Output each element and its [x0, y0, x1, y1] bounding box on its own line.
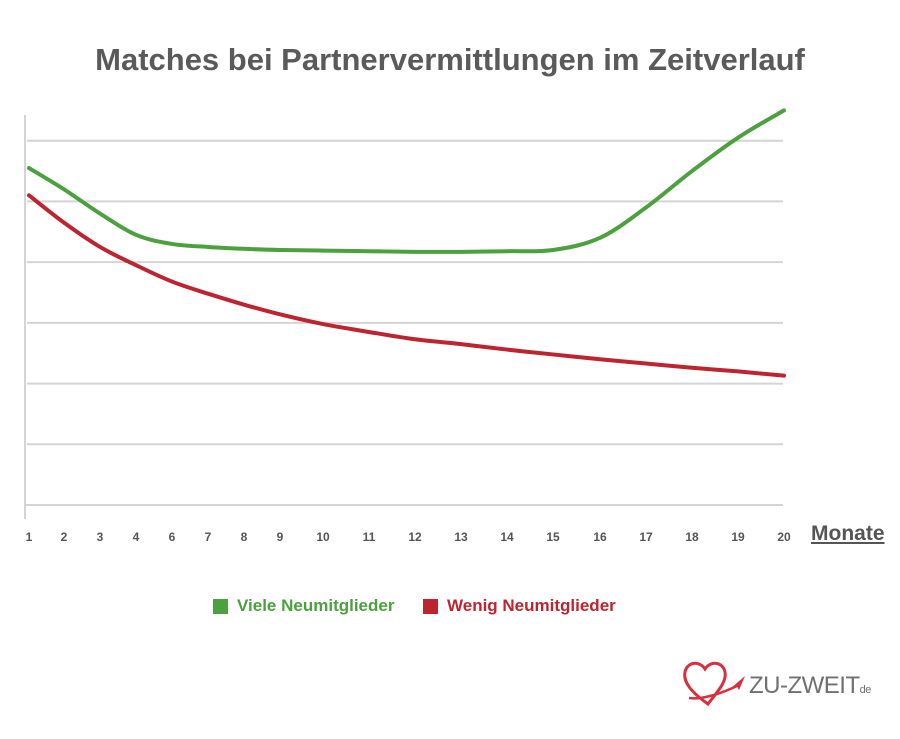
- series-lines: [27, 108, 786, 378]
- x-tick-label: 20: [777, 530, 791, 544]
- x-tick-label: 8: [241, 530, 248, 544]
- x-tick-label: 1: [26, 530, 33, 544]
- paper-plane-icon: [731, 676, 745, 690]
- axes: [24, 115, 783, 519]
- x-tick-label: 9: [277, 530, 284, 544]
- legend-item-viele: Viele Neumitglieder: [213, 596, 394, 616]
- series-line-1: [27, 193, 786, 378]
- heart-logo-icon: [683, 661, 727, 707]
- legend-label-viele: Viele Neumitglieder: [237, 596, 395, 615]
- x-tick-labels: 1 2 3 4 6 7 8 9 10 11 12 13 14 15 16 17 18 19 20: [26, 530, 791, 544]
- legend-swatch-green: [213, 598, 228, 614]
- legend-item-wenig: Wenig Neumitglieder: [423, 596, 616, 616]
- legend-swatch-red: [423, 598, 438, 614]
- series-line-0: [27, 108, 786, 254]
- x-tick-label: 17: [639, 530, 653, 544]
- x-tick-label: 19: [731, 530, 745, 544]
- x-tick-label: 11: [363, 530, 376, 544]
- x-tick-label: 7: [205, 530, 212, 544]
- x-tick-label: 6: [169, 530, 176, 544]
- x-tick-label: 14: [500, 530, 514, 544]
- logo-text: ZU-ZWEITde: [749, 672, 871, 699]
- x-tick-label: 16: [593, 530, 607, 544]
- chart-title: Matches bei Partnervermittlungen im Zeit…: [95, 42, 805, 77]
- x-tick-label: 15: [546, 530, 560, 544]
- x-tick-label: 10: [316, 530, 330, 544]
- x-tick-label: 3: [97, 530, 104, 544]
- x-tick-label: 2: [61, 530, 68, 544]
- x-tick-label: 13: [454, 530, 468, 544]
- x-tick-label: 12: [408, 530, 422, 544]
- legend-label-wenig: Wenig Neumitglieder: [447, 596, 616, 615]
- zu-zweit-logo: [683, 661, 745, 707]
- gridlines: [27, 139, 783, 446]
- x-axis-label: Monate: [811, 522, 885, 545]
- x-tick-label: 18: [685, 530, 699, 544]
- x-tick-label: 4: [133, 530, 140, 544]
